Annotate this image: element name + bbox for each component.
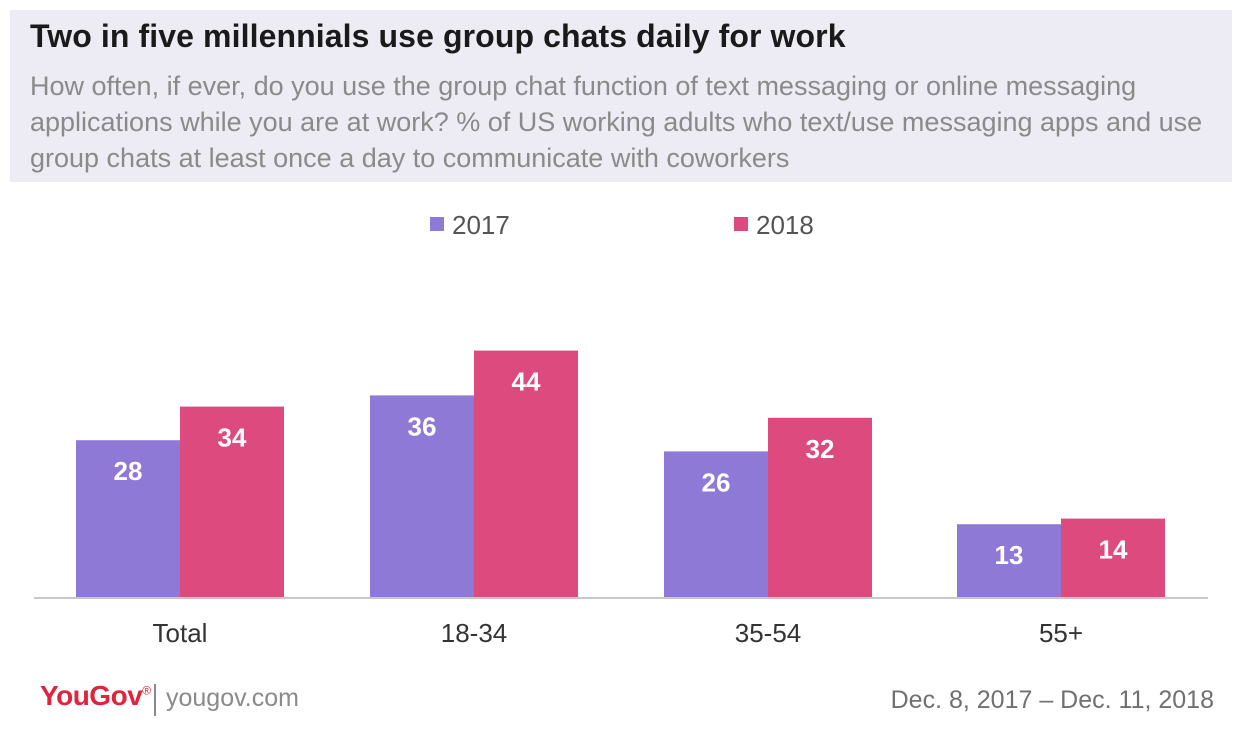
category-label-Total: Total (153, 618, 208, 648)
bar-2017-18-34 (370, 395, 474, 597)
value-label-2018-18-34: 44 (512, 367, 541, 397)
legend-swatch-2018 (734, 217, 748, 231)
bar-2017-35-54 (664, 451, 768, 597)
footer-divider (154, 684, 156, 716)
legend-label-2017: 2017 (452, 210, 510, 240)
value-label-2018-55+: 14 (1099, 535, 1128, 565)
bar-2018-35-54 (768, 417, 872, 597)
bar-2018-18-34 (474, 350, 578, 597)
value-label-2017-Total: 28 (114, 456, 143, 486)
chart-subtitle: How often, if ever, do you use the group… (30, 71, 1203, 173)
legend-swatch-2017 (430, 217, 444, 231)
footer-date-range: Dec. 8, 2017 – Dec. 11, 2018 (890, 686, 1214, 714)
bar-2017-55+ (957, 524, 1061, 597)
value-label-2018-Total: 34 (218, 423, 247, 453)
footer-url: yougov.com (166, 684, 299, 712)
yougov-logo: YouGov® (40, 680, 151, 711)
bar-2017-Total (76, 440, 180, 597)
value-label-2017-35-54: 26 (702, 467, 731, 497)
header-panel: Two in five millennials use group chats … (10, 10, 1232, 182)
bar-2018-Total (180, 406, 284, 597)
value-label-2018-35-54: 32 (806, 434, 835, 464)
chart-title: Two in five millennials use group chats … (30, 18, 846, 54)
value-label-2017-18-34: 36 (408, 411, 437, 441)
category-label-35-54: 35-54 (735, 618, 802, 648)
category-label-18-34: 18-34 (441, 618, 508, 648)
category-label-55+: 55+ (1039, 618, 1083, 648)
value-label-2017-55+: 13 (995, 540, 1024, 570)
legend-label-2018: 2018 (756, 210, 814, 240)
bar-2018-55+ (1061, 518, 1165, 597)
